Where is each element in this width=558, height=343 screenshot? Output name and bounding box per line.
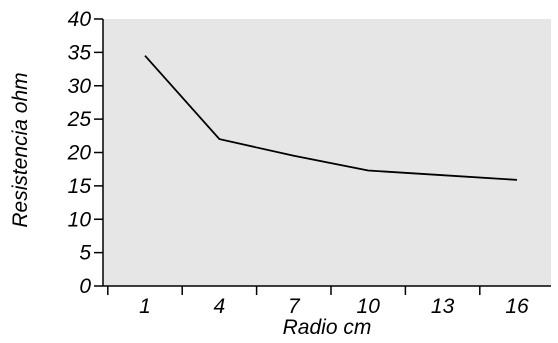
x-axis-ticks: 1 4 7 10 13 16	[107, 286, 529, 318]
y-tick-label: 20	[67, 142, 92, 165]
y-tick-label: 0	[79, 275, 91, 298]
y-tick-label: 5	[79, 242, 91, 265]
y-axis-ticks: 0 5 10 15 20 25 30 35 40	[67, 8, 103, 298]
y-tick-label: 35	[68, 41, 92, 64]
plot-area-background	[103, 19, 551, 286]
x-tick-label: 7	[288, 295, 301, 318]
x-tick-label: 10	[357, 295, 381, 318]
series-line	[144, 55, 518, 181]
y-tick-label: 30	[68, 75, 92, 98]
x-tick-label: 4	[214, 295, 226, 318]
y-tick-label: 40	[68, 8, 92, 31]
x-tick-label: 13	[431, 295, 455, 318]
x-tick-label: 1	[139, 295, 151, 318]
y-tick-label: 15	[68, 175, 92, 198]
y-axis-title: Resistencia ohm	[9, 72, 32, 227]
series-layer	[144, 55, 518, 181]
y-tick-label: 10	[68, 208, 92, 231]
y-tick-label: 25	[67, 108, 92, 131]
x-axis-title: Radio cm	[283, 316, 372, 339]
x-tick-label: 16	[505, 295, 529, 318]
